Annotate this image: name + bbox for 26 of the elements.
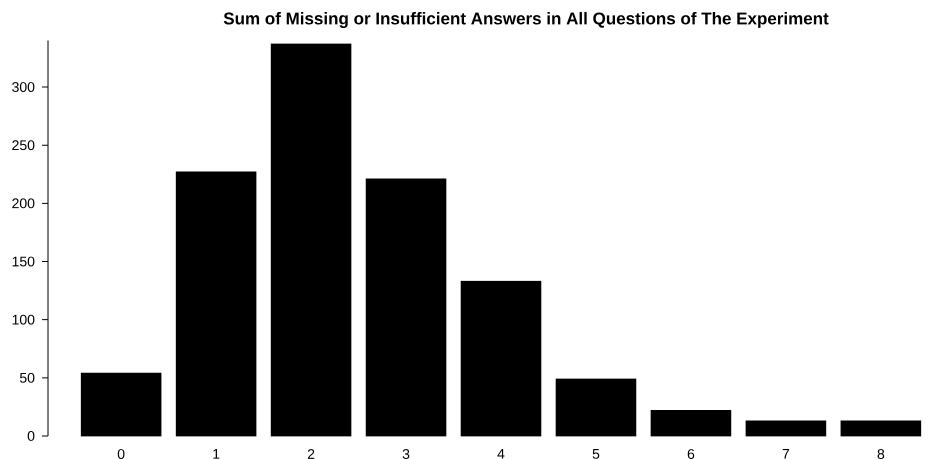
x-tick-label: 6 (688, 449, 694, 459)
y-tick-label: 0 (28, 431, 34, 441)
chart-title: Sum of Missing or Insufficient Answers in All Questions of The Experiment (224, 12, 829, 28)
x-tick-label: 7 (782, 449, 790, 459)
bar (270, 44, 352, 436)
x-tick-label: 1 (213, 449, 220, 459)
y-tick-label: 50 (20, 372, 34, 383)
x-tick-label: 4 (497, 449, 504, 459)
y-tick-label: 150 (12, 256, 34, 266)
bar (176, 172, 256, 436)
x-tick-label: 3 (402, 449, 410, 459)
bar (746, 420, 826, 436)
x-tick-label: 0 (118, 449, 124, 459)
bar (650, 410, 732, 436)
x-tick-label: 5 (592, 449, 600, 459)
x-tick-label: 8 (878, 449, 884, 459)
x-tick-label: 2 (308, 449, 314, 459)
bar (366, 178, 446, 436)
y-tick-label: 200 (12, 198, 34, 208)
bar (556, 378, 636, 436)
y-tick-label: 300 (12, 82, 34, 92)
bar (80, 372, 162, 436)
bar (840, 420, 922, 436)
y-tick-label: 250 (12, 140, 34, 150)
bar (460, 280, 542, 436)
y-tick-label: 100 (12, 314, 34, 325)
